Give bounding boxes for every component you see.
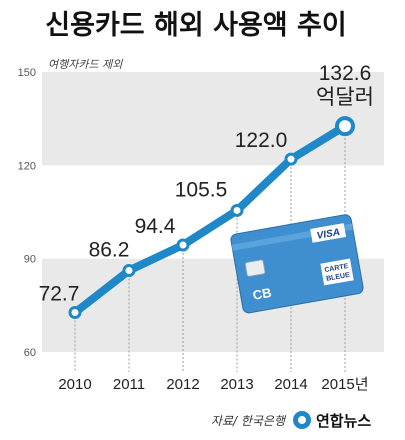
data-markers xyxy=(68,116,355,319)
yonhap-news-icon xyxy=(293,411,311,429)
data-point xyxy=(122,263,136,277)
y-tick-label: 60 xyxy=(24,347,36,359)
data-point xyxy=(284,152,298,166)
series-line xyxy=(71,122,349,317)
visa-badge xyxy=(310,223,347,243)
x-tick-label: 2015년 xyxy=(321,376,368,393)
carte-bleue-badge xyxy=(320,258,354,286)
card-chip xyxy=(244,259,266,277)
value-unit-label: 억달러 xyxy=(316,86,374,109)
data-point xyxy=(230,203,244,217)
data-point xyxy=(335,116,355,137)
x-tick-label: 2013 xyxy=(220,376,253,393)
y-tick-label: 90 xyxy=(24,254,36,266)
y-axis: 150 120 90 60 xyxy=(18,67,36,359)
credit-card-icon: VISA CARTE BLEUE CB xyxy=(230,214,364,314)
carte-text: CARTE xyxy=(324,263,349,274)
yonhap-news-logo-text: 연합뉴스 xyxy=(316,412,371,430)
visa-text: VISA xyxy=(316,227,341,242)
x-tick-label: 2010 xyxy=(58,376,91,393)
data-point xyxy=(176,238,190,252)
value-label: 86.2 xyxy=(89,238,130,261)
value-label: 105.5 xyxy=(175,178,228,201)
source-note: 자료/ 한국은행 xyxy=(211,414,287,428)
x-tick-label: 2011 xyxy=(113,376,145,393)
background-band-upper xyxy=(42,72,384,166)
drop-lines xyxy=(74,126,346,372)
chart-title: 신용카드 해외 사용액 추이 xyxy=(45,10,346,41)
chart-subtitle: 여행자카드 제외 xyxy=(48,58,123,71)
x-tick-label: 2014 xyxy=(274,376,307,393)
value-labels: 72.7 86.2 94.4 105.5 122.0 132.6 억달러 xyxy=(39,62,374,305)
value-label: 94.4 xyxy=(135,215,176,238)
data-point xyxy=(68,305,82,319)
cb-mark: CB xyxy=(252,285,273,303)
y-tick-label: 150 xyxy=(18,67,36,79)
yonhap-logo-inner xyxy=(298,416,306,424)
x-axis: 2010 2011 2012 2013 2014 2015년 xyxy=(58,376,368,393)
y-tick-label: 120 xyxy=(18,160,36,172)
bleue-text: BLEUE xyxy=(326,272,351,283)
value-label: 122.0 xyxy=(235,129,288,152)
value-label: 132.6 xyxy=(319,62,372,85)
x-tick-label: 2012 xyxy=(166,376,199,393)
value-label: 72.7 xyxy=(39,282,80,305)
